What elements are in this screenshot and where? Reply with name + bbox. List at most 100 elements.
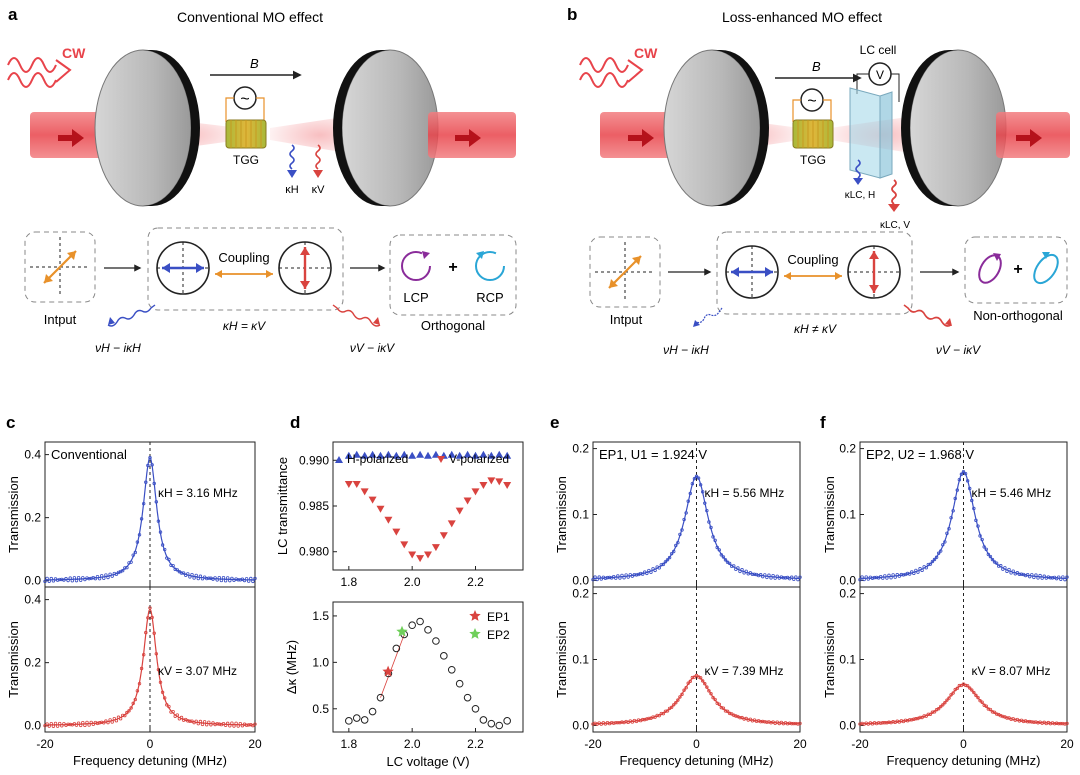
y-tick-label: 0.980 bbox=[299, 545, 329, 559]
h-polarized-marker bbox=[408, 451, 417, 459]
chart-d-top: d 0.980 0.985 0.990 1.8 2.0 2.2 LC transmittanc… bbox=[275, 413, 524, 589]
h-polarized-marker bbox=[424, 451, 432, 459]
b-field-label: B bbox=[250, 56, 259, 71]
y-tick-label: 0.0 bbox=[24, 719, 41, 733]
y-axis-label: Transmission bbox=[554, 621, 569, 698]
kappa-lch-label: κLC, H bbox=[845, 190, 876, 201]
coupling-label: Coupling bbox=[787, 252, 838, 267]
y-tick-label: 1.5 bbox=[312, 609, 329, 623]
data-point bbox=[947, 696, 951, 700]
x-tick-label: -20 bbox=[584, 737, 602, 751]
input-label: Intput bbox=[44, 312, 77, 327]
h-polarized-marker bbox=[344, 451, 353, 459]
data-point bbox=[672, 703, 676, 707]
y-tick-label: 0.990 bbox=[299, 453, 329, 467]
output-label: Orthogonal bbox=[421, 318, 485, 333]
delta-kappa-point bbox=[345, 717, 353, 725]
data-point bbox=[978, 698, 982, 703]
h-polarized-marker bbox=[392, 451, 401, 459]
fit-line bbox=[45, 456, 255, 581]
tgg-label: TGG bbox=[233, 153, 259, 167]
x-tick-label: -20 bbox=[36, 737, 54, 751]
delta-kappa-point bbox=[479, 716, 488, 724]
data-point bbox=[955, 686, 959, 691]
plus-sign: + bbox=[448, 259, 457, 276]
delta-kappa-point bbox=[447, 665, 456, 674]
kappa-v-wavy-arrow bbox=[315, 144, 321, 170]
v-decay-wave bbox=[332, 304, 381, 327]
delta-kappa-point bbox=[495, 721, 504, 730]
y-tick-label: 0.2 bbox=[572, 442, 589, 456]
data-point bbox=[674, 700, 678, 705]
output-arrow-icon bbox=[455, 129, 481, 147]
coupling-box bbox=[716, 231, 913, 315]
data-point bbox=[703, 682, 707, 686]
legend-h-label: H-polarized bbox=[347, 452, 408, 466]
y-tick-label: 0.4 bbox=[24, 593, 41, 607]
x-axis-label: LC voltage (V) bbox=[386, 754, 469, 769]
legend-v-marker bbox=[437, 456, 445, 463]
kappa-annotation: κV = 8.07 MHz bbox=[972, 664, 1051, 678]
cw-label: CW bbox=[62, 45, 86, 61]
x-tick-label: 0 bbox=[960, 737, 967, 751]
y-axis-label: Δκ (MHz) bbox=[284, 640, 299, 694]
v-polarized-marker bbox=[439, 532, 448, 540]
y-tick-label: 0.2 bbox=[839, 587, 856, 601]
fit-line bbox=[592, 675, 801, 725]
h-polarized-marker bbox=[368, 450, 377, 458]
h-polarized-marker bbox=[384, 450, 393, 458]
fit-line bbox=[380, 634, 405, 698]
y-tick-label: 0.1 bbox=[839, 653, 856, 667]
data-point bbox=[694, 474, 699, 478]
output-arrow-icon bbox=[1016, 129, 1042, 147]
v-polarized-marker bbox=[495, 478, 504, 486]
v-polarized-marker bbox=[424, 551, 432, 559]
lcp-circle-icon bbox=[401, 251, 431, 281]
fit-line bbox=[45, 607, 255, 726]
y-axis-label: Transmission bbox=[822, 476, 837, 553]
v-polarized-marker bbox=[384, 516, 393, 524]
y-tick-label: 0.1 bbox=[572, 653, 589, 667]
v-polarized-marker bbox=[400, 541, 409, 549]
data-point bbox=[676, 698, 680, 702]
ep2-star-marker bbox=[396, 625, 408, 637]
panel-a: a Conventional MO effect CW B bbox=[7, 5, 517, 355]
data-point bbox=[701, 679, 705, 683]
data-point bbox=[970, 688, 974, 692]
v-polarized-marker bbox=[368, 496, 377, 504]
h-polarized-marker bbox=[455, 451, 464, 459]
y-tick-label: 0.2 bbox=[24, 511, 41, 525]
x-tick-label: 1.8 bbox=[340, 737, 357, 751]
kappa-relation: κH ≠ κV bbox=[794, 322, 837, 336]
input-arrow-icon bbox=[58, 129, 84, 147]
delta-kappa-point bbox=[368, 707, 377, 716]
kappa-annotation: κH = 5.56 MHz bbox=[705, 486, 785, 500]
left-mirror bbox=[663, 49, 769, 207]
delta-kappa-point bbox=[416, 617, 424, 626]
kappa-annotation: κH = 3.16 MHz bbox=[158, 486, 238, 500]
legend-ep2-marker bbox=[469, 628, 481, 639]
x-tick-label: 0 bbox=[693, 737, 700, 751]
h-polarized-marker bbox=[447, 450, 456, 458]
v-polarized-marker bbox=[408, 551, 417, 559]
panel-letter-d: d bbox=[290, 413, 300, 432]
panel-letter-f: f bbox=[820, 413, 826, 432]
h-polarized-marker bbox=[360, 451, 369, 459]
delta-kappa-point bbox=[440, 652, 448, 660]
y-axis-label: Transmission bbox=[822, 621, 837, 698]
v-polarized-marker bbox=[344, 481, 353, 489]
ac-wires bbox=[225, 97, 265, 122]
ep1-star-marker bbox=[382, 665, 394, 677]
y-tick-label: 0.5 bbox=[312, 702, 329, 716]
v-polarized-marker bbox=[392, 528, 401, 536]
chart-d-bottom: 0.5 1.0 1.5 1.8 2.0 2.2 Δκ (MHz) LC voltage (V)… bbox=[284, 601, 524, 769]
h-polarized-marker bbox=[463, 450, 472, 458]
x-tick-label: 2.2 bbox=[467, 575, 484, 589]
data-point bbox=[974, 693, 978, 698]
data-point bbox=[678, 695, 682, 699]
data-point bbox=[949, 693, 953, 697]
b-field-label: B bbox=[812, 59, 821, 74]
delta-kappa-point bbox=[392, 644, 401, 653]
